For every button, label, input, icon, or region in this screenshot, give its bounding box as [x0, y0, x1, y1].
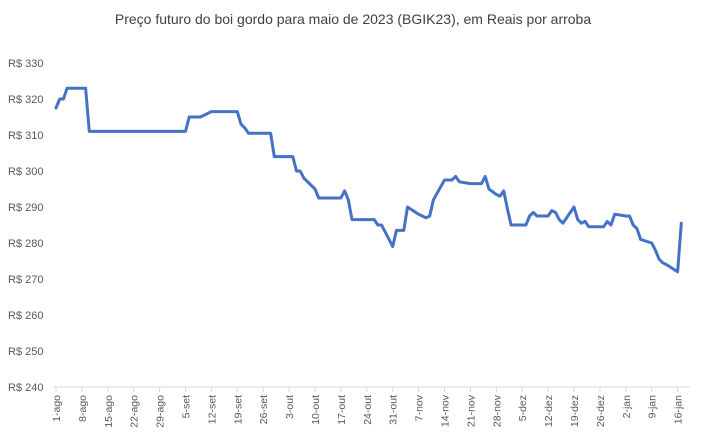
series-line — [54, 86, 683, 274]
y-tick-label: R$ 270 — [8, 274, 43, 286]
y-tick-label: R$ 320 — [8, 94, 43, 106]
x-tick-label: 8-ago — [77, 395, 89, 422]
x-tick-label: 14-nov — [440, 394, 452, 427]
x-tick-label: 1-ago — [51, 395, 63, 422]
x-tick-label: 19-set — [232, 395, 244, 424]
y-tick-label: R$ 300 — [8, 166, 43, 178]
y-axis: R$ 240 R$ 250 R$ 260 R$ 270 R$ 280 R$ 290 R$ 3… — [8, 58, 43, 394]
x-tick-label: 21-nov — [465, 394, 477, 427]
y-tick-label: R$ 330 — [8, 58, 43, 70]
x-tick-label: 12-dez — [543, 395, 555, 427]
y-tick-label: R$ 280 — [8, 238, 43, 250]
x-tick-label: 28-nov — [491, 394, 503, 427]
x-tick-label: 24-out — [362, 395, 374, 425]
x-tick-label: 10-out — [310, 395, 322, 425]
y-tick-label: R$ 250 — [8, 346, 43, 358]
x-tick-label: 5-dez — [517, 395, 529, 421]
x-tick-label: 5-set — [181, 395, 193, 418]
x-tick-label: 9-jan — [647, 395, 659, 419]
x-tick-label: 2-jan — [621, 395, 633, 419]
x-tick-label: 19-dez — [569, 395, 581, 427]
x-tick-label: 15-ago — [103, 395, 115, 428]
x-axis: 1-ago 8-ago 15-ago 22-ago 29-ago 5-set 12-set 1… — [51, 386, 690, 428]
chart-title: Preço futuro do boi gordo para maio de 2… — [115, 11, 591, 27]
y-tick-label: R$ 260 — [8, 310, 43, 322]
y-tick-label: R$ 290 — [8, 202, 43, 214]
x-tick-label: 16-jan — [673, 395, 685, 424]
x-tick-label: 22-ago — [129, 395, 141, 428]
x-tick-label: 17-out — [336, 395, 348, 425]
y-tick-label: R$ 240 — [8, 382, 43, 394]
y-tick-label: R$ 310 — [8, 130, 43, 142]
x-tick-label: 29-ago — [155, 395, 167, 428]
x-tick-label: 26-set — [258, 395, 270, 424]
x-tick-label: 12-set — [206, 395, 218, 424]
x-tick-label: 3-out — [284, 395, 296, 419]
x-tick-label: 26-dez — [595, 395, 607, 427]
plot-area — [54, 86, 683, 274]
x-tick-label: 7-nov — [414, 394, 426, 421]
x-tick-label: 31-out — [388, 395, 400, 425]
